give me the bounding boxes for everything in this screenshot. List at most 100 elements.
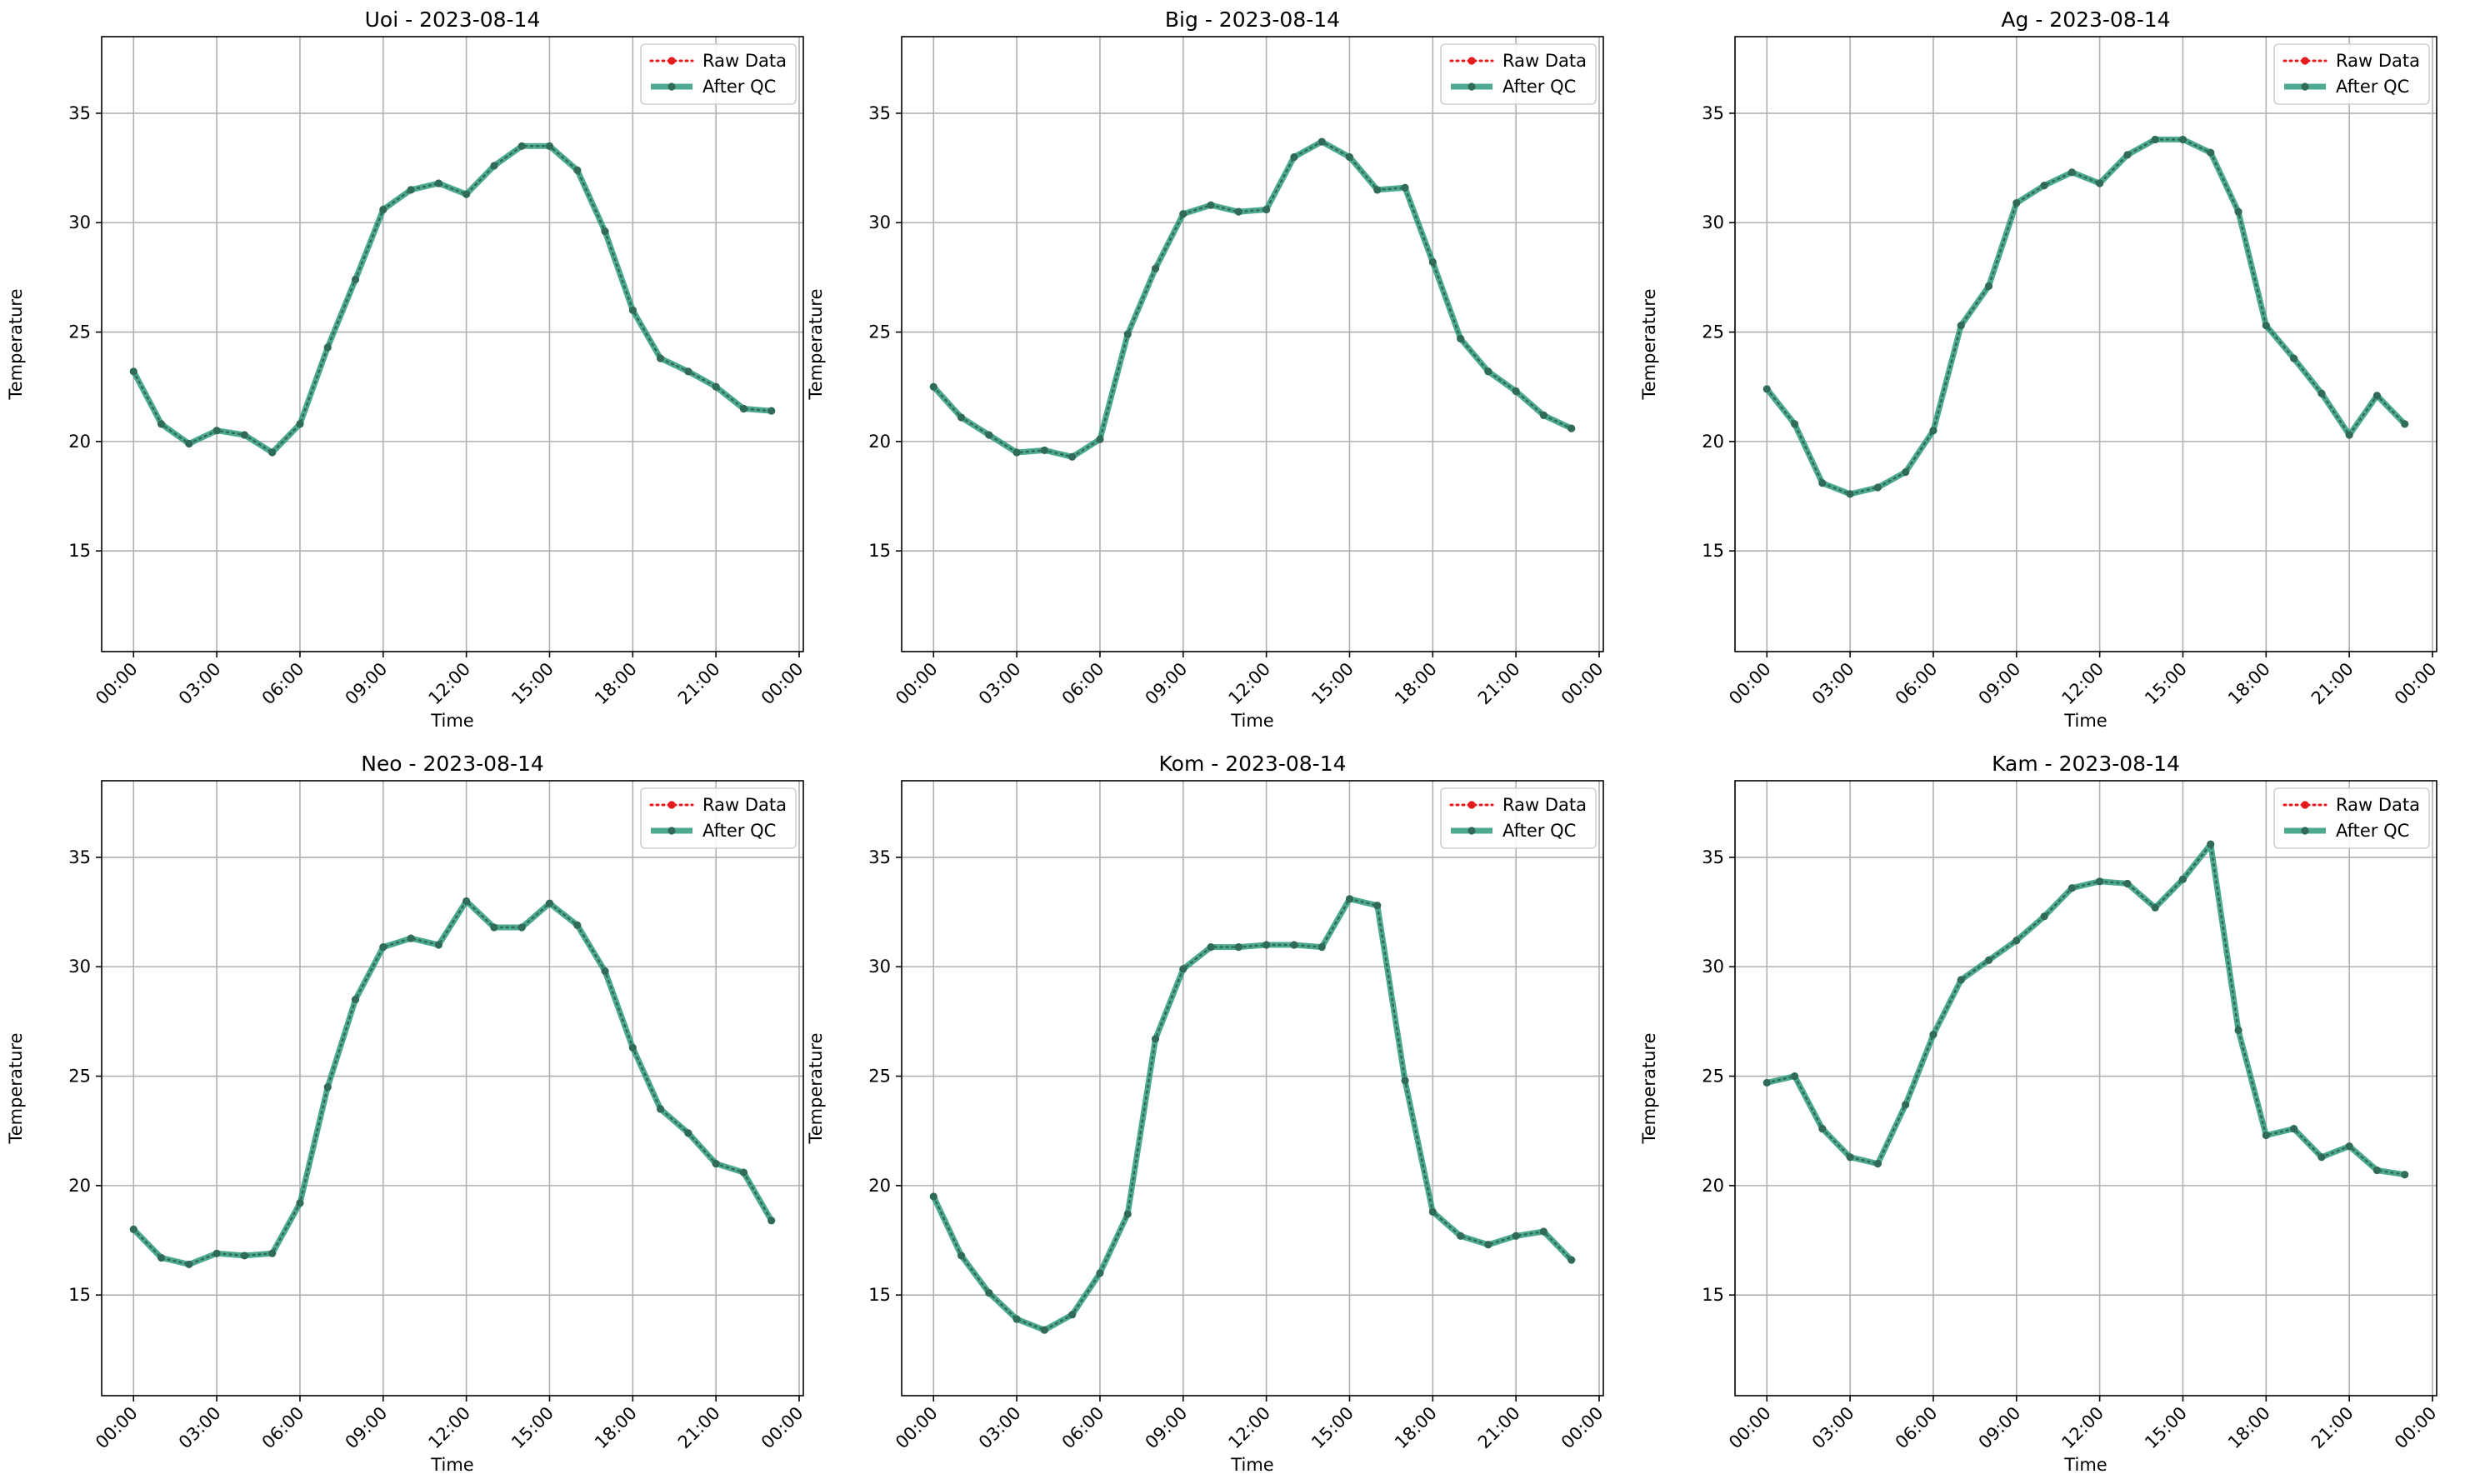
after-qc-series-line bbox=[130, 142, 775, 456]
data-point bbox=[2040, 912, 2048, 921]
data-point bbox=[957, 1252, 966, 1260]
plot-frame bbox=[101, 36, 804, 652]
data-point bbox=[2012, 199, 2021, 207]
y-tick-label: 35 bbox=[68, 847, 91, 867]
chart-title: Kom - 2023-08-14 bbox=[1159, 752, 1347, 776]
y-tick-label: 35 bbox=[868, 103, 891, 123]
data-point bbox=[1484, 367, 1492, 376]
data-point bbox=[1568, 1256, 1576, 1264]
x-axis-label: Time bbox=[430, 711, 473, 731]
data-point bbox=[1929, 1031, 1938, 1039]
data-point bbox=[985, 431, 993, 439]
data-point bbox=[1207, 201, 1215, 209]
data-point bbox=[1484, 1241, 1492, 1249]
data-point bbox=[323, 1083, 332, 1092]
x-tick-label: 03:00 bbox=[975, 659, 1025, 709]
data-point bbox=[2068, 884, 2076, 892]
legend: Raw Data After QC bbox=[2273, 43, 2430, 105]
x-tick-label: 18:00 bbox=[1391, 1403, 1441, 1453]
data-point bbox=[518, 923, 526, 932]
data-point bbox=[296, 1199, 304, 1207]
data-point bbox=[985, 1288, 993, 1297]
data-point bbox=[2345, 431, 2353, 439]
data-point bbox=[1457, 334, 1465, 343]
data-point bbox=[1568, 424, 1576, 432]
x-tick-label: 12:00 bbox=[2058, 1403, 2108, 1453]
x-tick-label: 06:00 bbox=[258, 659, 308, 709]
y-tick-label: 15 bbox=[68, 541, 91, 561]
chart-panel-5: 00:00 03:00 06:00 09:00 12:00 15:00 18:00 21:00… bbox=[806, 752, 1608, 1475]
y-tick-label: 35 bbox=[68, 103, 91, 123]
legend-qc-marker bbox=[1468, 827, 1476, 835]
data-point bbox=[1373, 902, 1382, 910]
data-point bbox=[240, 1252, 248, 1260]
data-point bbox=[929, 1192, 938, 1201]
data-point bbox=[2372, 1166, 2382, 1175]
data-point bbox=[351, 275, 360, 284]
data-point bbox=[2290, 354, 2298, 362]
raw-data-series-line bbox=[132, 145, 772, 454]
x-tick-label: 09:00 bbox=[342, 659, 392, 709]
data-point bbox=[1957, 976, 1965, 984]
data-point bbox=[2096, 179, 2104, 187]
x-tick-label: 03:00 bbox=[1808, 659, 1858, 709]
data-point bbox=[1902, 1101, 1910, 1109]
data-point bbox=[1790, 1072, 1799, 1081]
data-point bbox=[2262, 1131, 2270, 1140]
data-point bbox=[462, 190, 471, 198]
data-point bbox=[2096, 877, 2104, 886]
data-point bbox=[157, 420, 166, 428]
x-tick-label: 00:00 bbox=[92, 1403, 142, 1453]
data-point bbox=[1846, 490, 1854, 498]
chart-title: Ag - 2023-08-14 bbox=[2001, 7, 2170, 32]
y-tick-label: 25 bbox=[868, 1067, 891, 1087]
raw-data-series-line bbox=[932, 140, 1572, 458]
data-point bbox=[1902, 468, 1910, 477]
legend-raw-marker bbox=[1468, 57, 1476, 65]
data-point bbox=[601, 967, 609, 976]
data-point bbox=[1179, 210, 1188, 218]
y-tick-label: 15 bbox=[868, 1285, 891, 1305]
data-point bbox=[1790, 420, 1799, 428]
y-tick-label: 35 bbox=[868, 847, 891, 867]
data-point bbox=[490, 923, 498, 932]
x-tick-label: 00:00 bbox=[92, 659, 142, 709]
x-axis-label: Time bbox=[2063, 711, 2107, 731]
x-tick-label: 18:00 bbox=[2224, 1403, 2274, 1453]
x-tick-label: 12:00 bbox=[424, 1403, 474, 1453]
data-point bbox=[1068, 452, 1077, 461]
x-tick-label: 00:00 bbox=[2391, 1403, 2441, 1453]
raw-data-series-line bbox=[1766, 138, 2406, 496]
x-tick-label: 03:00 bbox=[1808, 1403, 1858, 1453]
data-point bbox=[434, 179, 442, 187]
data-point bbox=[212, 1249, 221, 1257]
x-tick-label: 00:00 bbox=[2391, 659, 2441, 709]
y-tick-label: 20 bbox=[1702, 432, 1724, 452]
data-point bbox=[2234, 1026, 2242, 1035]
x-tick-label: 06:00 bbox=[258, 1403, 308, 1453]
data-point bbox=[573, 166, 582, 174]
x-tick-label: 12:00 bbox=[424, 659, 474, 709]
data-point bbox=[2318, 389, 2326, 397]
after-qc-series-line bbox=[1763, 841, 2408, 1178]
raw-data-series-line bbox=[132, 899, 772, 1266]
y-tick-label: 15 bbox=[68, 1285, 91, 1305]
plot-frame bbox=[901, 780, 1604, 1397]
data-point bbox=[2401, 1171, 2409, 1179]
data-point bbox=[379, 943, 388, 952]
data-point bbox=[545, 142, 554, 150]
data-point bbox=[296, 420, 304, 428]
legend-raw-marker bbox=[1468, 801, 1476, 809]
x-tick-label: 03:00 bbox=[175, 659, 225, 709]
data-point bbox=[1457, 1232, 1465, 1240]
data-point bbox=[2068, 168, 2076, 177]
y-tick-label: 25 bbox=[1702, 322, 1724, 342]
data-point bbox=[1040, 446, 1048, 454]
y-tick-label: 30 bbox=[1702, 957, 1724, 977]
data-point bbox=[957, 413, 966, 422]
y-tick-label: 15 bbox=[1702, 1285, 1724, 1305]
data-point bbox=[684, 367, 692, 376]
legend-qc-label: After QC bbox=[2336, 821, 2409, 841]
y-tick-label: 20 bbox=[68, 432, 91, 452]
data-point bbox=[1846, 1153, 1854, 1162]
